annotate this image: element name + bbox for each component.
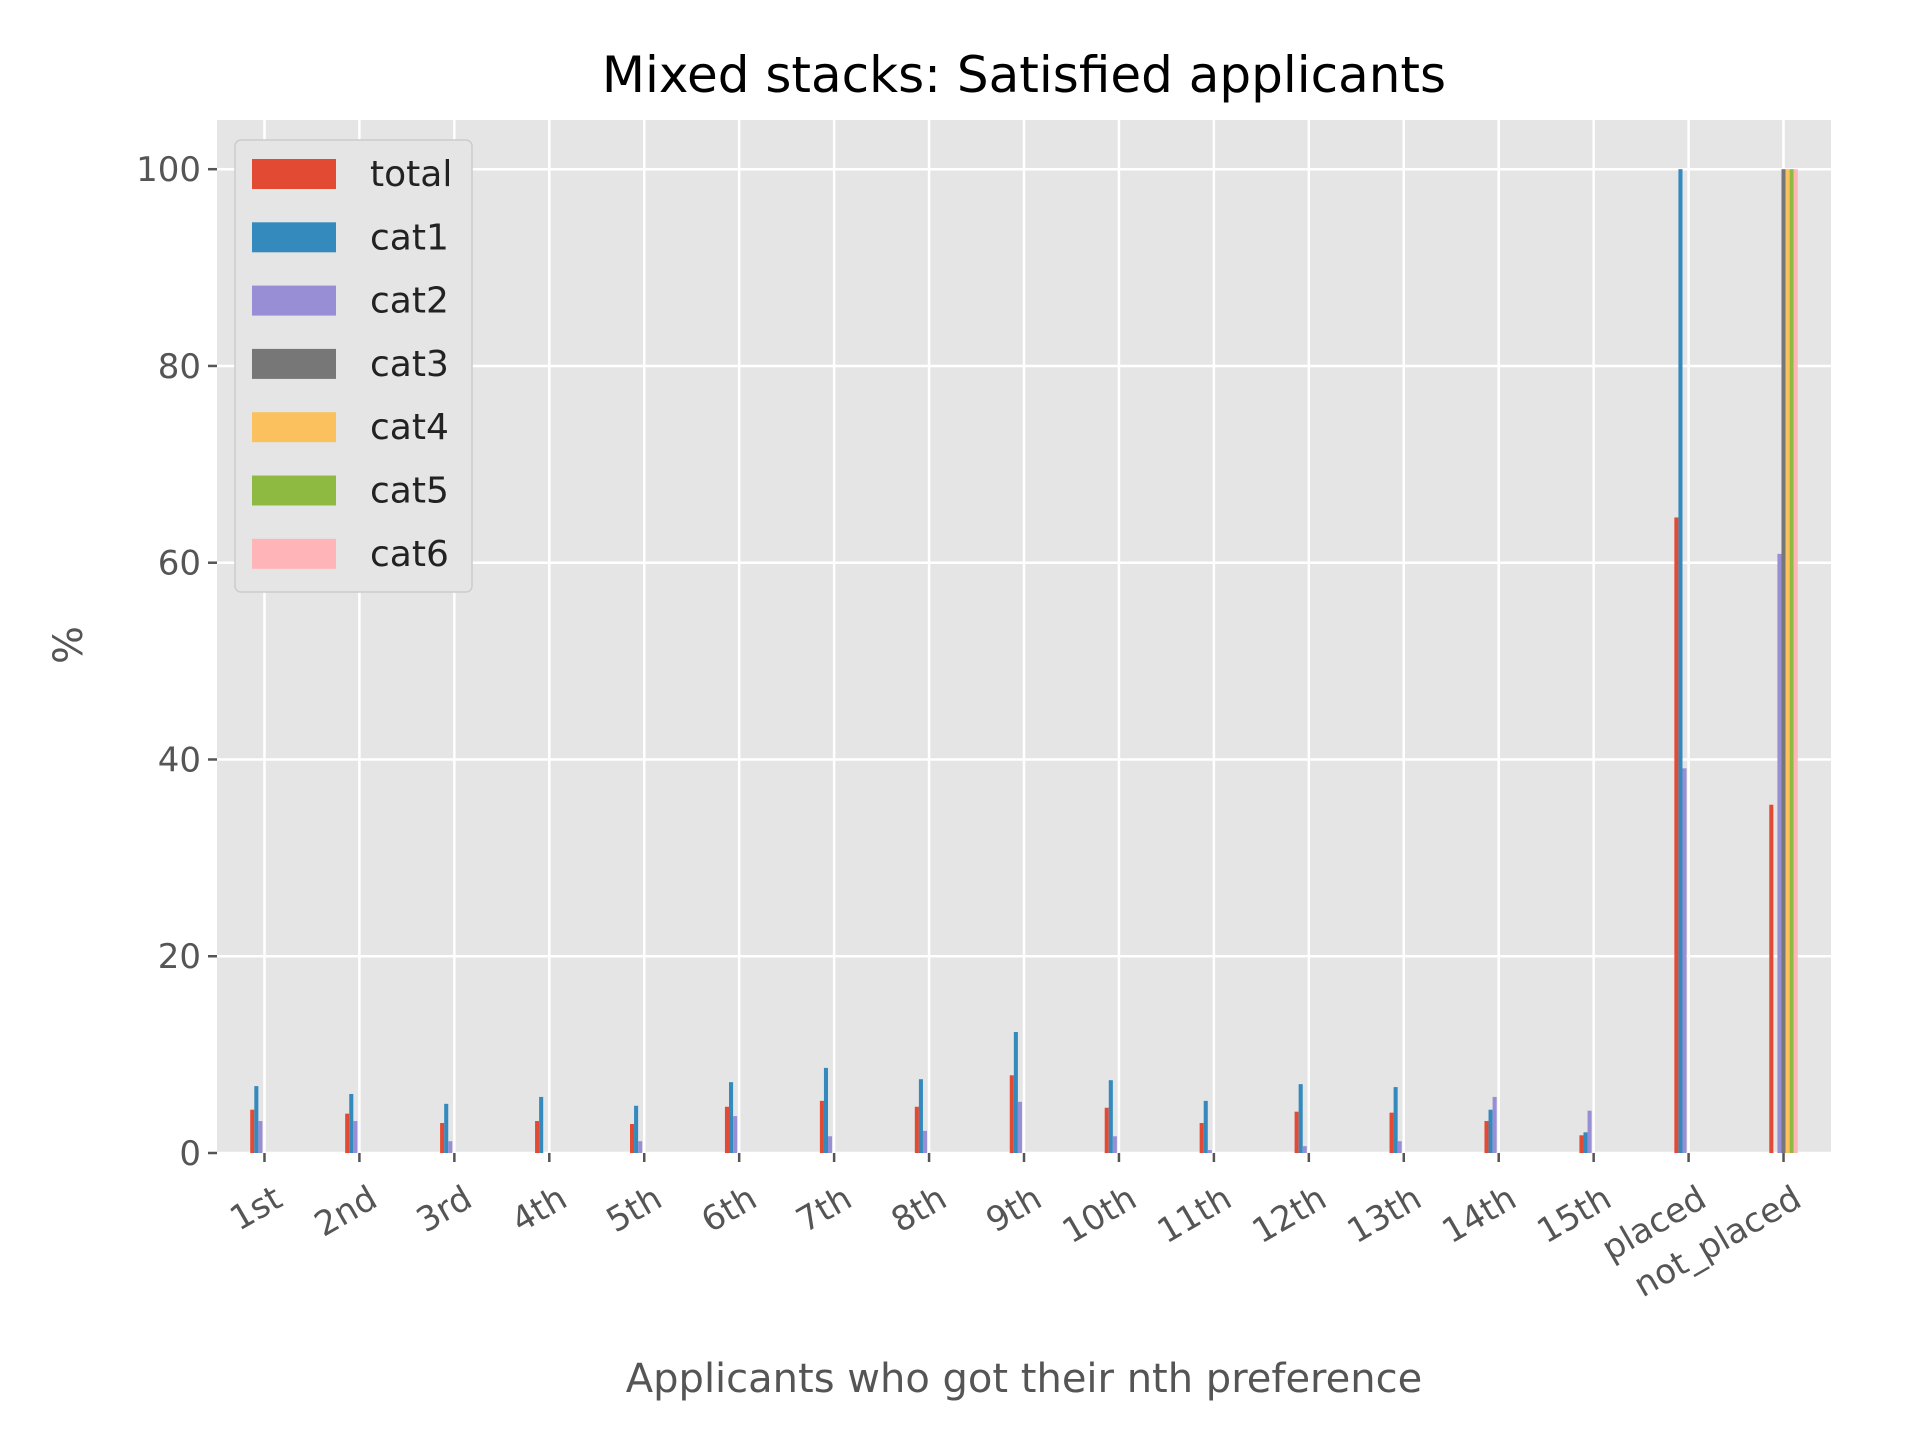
bar-total-not_placed: [1769, 804, 1774, 1153]
bar-total-2nd: [345, 1113, 350, 1153]
bar-cat6-not_placed: [1793, 169, 1798, 1153]
x-tick-label: 6th: [695, 1178, 764, 1241]
bar-cat2-10th: [1112, 1136, 1117, 1153]
bar-cat1-1st: [254, 1086, 259, 1153]
x-tick-label: 11th: [1151, 1178, 1239, 1252]
legend-swatch-cat6: [252, 538, 336, 569]
legend-label-cat1: cat1: [370, 217, 449, 258]
bar-cat2-9th: [1017, 1101, 1022, 1153]
x-tick-label: 4th: [505, 1178, 574, 1241]
bar-cat2-13th: [1397, 1141, 1402, 1153]
bar-cat2-2nd: [353, 1121, 358, 1153]
bar-cat1-5th: [634, 1105, 639, 1153]
bar-cat2-12th: [1302, 1146, 1307, 1153]
x-tick-label: 13th: [1341, 1178, 1429, 1252]
bar-total-3rd: [440, 1122, 445, 1153]
bar-cat2-7th: [828, 1136, 833, 1153]
bars: [250, 169, 1798, 1153]
x-tick-label: 12th: [1246, 1178, 1334, 1252]
bar-cat1-2nd: [349, 1093, 354, 1153]
bar-total-9th: [1009, 1075, 1014, 1153]
legend-label-cat6: cat6: [370, 534, 449, 575]
y-axis-ticks: 0 20 40 60 80 100: [136, 150, 217, 1174]
bar-total-13th: [1389, 1112, 1394, 1153]
bar-total-15th: [1579, 1135, 1584, 1153]
legend: total cat1 cat2 cat3 cat4 cat5 cat6: [234, 139, 473, 593]
bar-total-4th: [535, 1121, 540, 1153]
x-tick-label: 8th: [885, 1178, 954, 1241]
bar-cat2-14th: [1492, 1096, 1497, 1153]
x-tick-label: 10th: [1056, 1178, 1144, 1252]
legend-label-cat2: cat2: [370, 281, 449, 322]
bar-cat1-6th: [729, 1082, 734, 1153]
bar-total-12th: [1294, 1111, 1299, 1153]
bar-cat1-9th: [1013, 1031, 1018, 1153]
bar-total-placed: [1674, 517, 1679, 1153]
x-tick-label: 5th: [600, 1178, 669, 1241]
bar-cat1-11th: [1203, 1100, 1208, 1153]
y-tick-label: 60: [158, 544, 201, 584]
bar-cat2-6th: [733, 1116, 738, 1153]
x-tick-label: 3rd: [410, 1178, 479, 1241]
chart-title: Mixed stacks: Satisfied applicants: [602, 46, 1446, 104]
x-tick-label: 9th: [980, 1178, 1049, 1241]
x-axis-ticks: 1st 2nd 3rd 4th 5th 6th 7th 8th 9th 10th 11th 12th 1…: [223, 1153, 1808, 1306]
bar-cat1-10th: [1108, 1080, 1113, 1153]
y-tick-label: 40: [158, 740, 201, 780]
bar-cat3-not_placed: [1781, 169, 1786, 1153]
x-tick-label: 1st: [223, 1178, 289, 1239]
bar-cat2-8th: [922, 1130, 928, 1153]
bar-cat1-8th: [918, 1079, 923, 1153]
legend-label-cat3: cat3: [370, 344, 449, 385]
bar-cat2-3rd: [448, 1141, 453, 1153]
bar-total-10th: [1104, 1107, 1109, 1153]
bar-total-14th: [1484, 1121, 1489, 1153]
y-axis-label: %: [46, 626, 92, 664]
bar-cat2-15th: [1587, 1110, 1592, 1153]
bar-total-11th: [1199, 1122, 1204, 1153]
bar-cat1-15th: [1583, 1132, 1588, 1153]
bar-cat1-12th: [1298, 1084, 1303, 1153]
bar-cat1-7th: [823, 1067, 829, 1153]
legend-swatch-cat1: [252, 222, 336, 253]
bar-cat1-13th: [1393, 1087, 1398, 1153]
bar-cat2-1st: [258, 1121, 263, 1153]
y-tick-label: 100: [136, 150, 201, 190]
bar-cat1-14th: [1488, 1109, 1493, 1153]
y-tick-label: 80: [158, 347, 201, 387]
legend-swatch-total: [252, 159, 336, 189]
legend-label-total: total: [370, 154, 452, 195]
bar-cat4-not_placed: [1785, 169, 1790, 1153]
bar-total-5th: [629, 1123, 635, 1153]
bar-total-8th: [914, 1106, 919, 1153]
legend-swatch-cat4: [252, 412, 336, 443]
legend-label-cat4: cat4: [370, 407, 449, 448]
legend-swatch-cat2: [252, 285, 336, 316]
x-tick-label: 2nd: [308, 1178, 384, 1245]
legend-label-cat5: cat5: [370, 471, 449, 512]
bar-cat1-placed: [1678, 169, 1683, 1153]
x-tick-label: 14th: [1436, 1178, 1524, 1252]
bar-cat2-5th: [638, 1141, 643, 1153]
y-tick-label: 0: [179, 1134, 201, 1174]
legend-swatch-cat3: [252, 348, 336, 379]
y-tick-label: 20: [158, 937, 201, 977]
bar-cat2-11th: [1207, 1150, 1212, 1153]
bar-cat1-4th: [539, 1096, 544, 1153]
bar-total-6th: [724, 1106, 730, 1153]
x-axis-label: Applicants who got their nth preference: [626, 1356, 1422, 1402]
bar-cat2-not_placed: [1777, 553, 1782, 1153]
x-tick-label: 7th: [790, 1178, 859, 1241]
bar-cat2-placed: [1682, 768, 1687, 1153]
bar-cat1-3rd: [444, 1103, 449, 1153]
bar-cat5-not_placed: [1789, 169, 1794, 1153]
bar-total-1st: [250, 1109, 255, 1153]
legend-swatch-cat5: [252, 475, 336, 506]
bar-total-7th: [819, 1100, 824, 1153]
